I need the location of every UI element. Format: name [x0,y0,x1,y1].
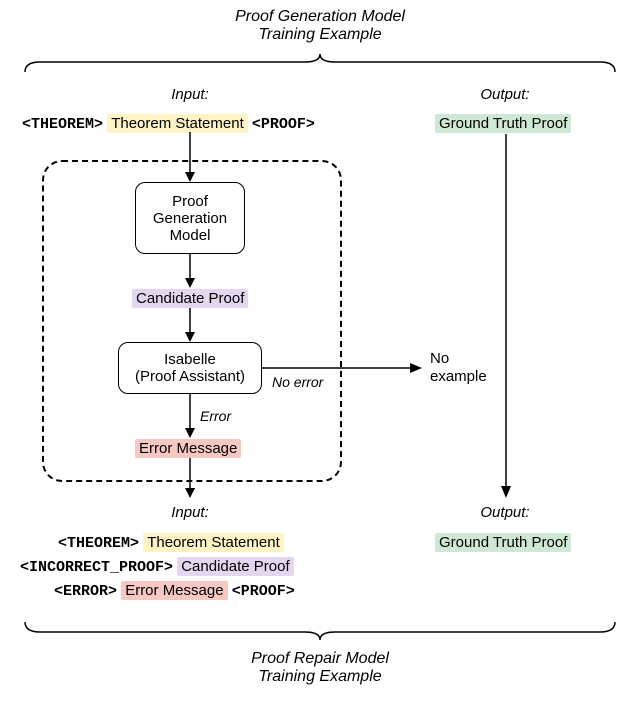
input-top-tokens: <THEOREM> Theorem Statement <PROOF> [22,115,315,133]
ground-truth-top: Ground Truth Proof [435,114,571,133]
input-label-bottom: Input: [140,504,240,521]
error-label-text: Error [200,408,231,424]
no-error-label: No error [272,374,323,390]
pgm-l2: Generation [153,210,227,227]
ground-truth-bottom-text: Ground Truth Proof [439,534,567,551]
isabelle-l2: (Proof Assistant) [135,368,245,385]
theorem-statement-b-hl: Theorem Statement [143,533,284,552]
theorem-statement-b-text: Theorem Statement [147,534,280,551]
proof-tag-b: <PROOF> [232,583,295,600]
output-bottom: Ground Truth Proof [435,534,571,551]
title-bottom: Proof Repair Model Training Example [0,650,640,686]
title-bottom-l2: Training Example [258,668,381,685]
error-message-mid: Error Message [135,440,241,457]
arrow-pgm-to-candidate [182,254,198,288]
pgm-l1: Proof [172,193,208,210]
input-label-top-text: Input: [171,86,209,103]
arrow-to-pgm [182,132,198,182]
ground-truth-bottom-hl: Ground Truth Proof [435,533,571,552]
no-example: No example [430,350,487,386]
error-message-b-text: Error Message [125,582,223,599]
input-label-top: Input: [140,86,240,103]
no-example-l1: No [430,350,449,367]
error-message-hl: Error Message [135,439,241,458]
title-top-l2: Training Example [258,26,381,43]
candidate-proof-mid: Candidate Proof [132,290,248,307]
error-tag: <ERROR> [54,583,117,600]
input-bottom-l3: <ERROR> Error Message <PROOF> [54,582,295,600]
title-bottom-l1: Proof Repair Model [251,650,389,667]
error-message-b-hl: Error Message [121,581,227,600]
theorem-tag: <THEOREM> [22,116,103,133]
arrow-error-to-input2 [182,458,198,498]
output-label-top-text: Output: [480,86,529,103]
theorem-tag-b: <THEOREM> [58,535,139,552]
no-error-text: No error [272,374,323,390]
candidate-proof-text: Candidate Proof [136,290,244,307]
output-label-bottom: Output: [455,504,555,521]
title-top: Proof Generation Model Training Example [0,8,640,44]
ground-truth-top-text: Ground Truth Proof [439,115,567,132]
isabelle-l1: Isabelle [164,351,216,368]
pgm-box: Proof Generation Model [135,182,245,254]
arrow-candidate-to-isabelle [182,308,198,342]
theorem-statement-text: Theorem Statement [111,115,244,132]
input-bottom-l2: <INCORRECT_PROOF> Candidate Proof [20,558,294,576]
pgm-l3: Model [170,227,211,244]
output-top: Ground Truth Proof [435,115,571,132]
arrow-isabelle-to-error [182,394,198,438]
no-example-l2: example [430,368,487,385]
brace-bottom [20,620,620,642]
error-message-text: Error Message [139,440,237,457]
output-label-top: Output: [455,86,555,103]
candidate-proof-b-text: Candidate Proof [181,558,289,575]
output-label-bottom-text: Output: [480,504,529,521]
brace-top [20,52,620,74]
arrow-right-long [498,134,514,498]
title-top-l1: Proof Generation Model [235,8,405,25]
proof-tag: <PROOF> [252,116,315,133]
candidate-proof-b-hl: Candidate Proof [177,557,293,576]
isabelle-box: Isabelle (Proof Assistant) [118,342,262,394]
error-label: Error [200,408,231,424]
input-label-bottom-text: Input: [171,504,209,521]
incorrect-proof-tag: <INCORRECT_PROOF> [20,559,173,576]
input-bottom-l1: <THEOREM> Theorem Statement [58,534,284,552]
candidate-proof-hl: Candidate Proof [132,289,248,308]
theorem-statement-hl: Theorem Statement [107,114,248,133]
